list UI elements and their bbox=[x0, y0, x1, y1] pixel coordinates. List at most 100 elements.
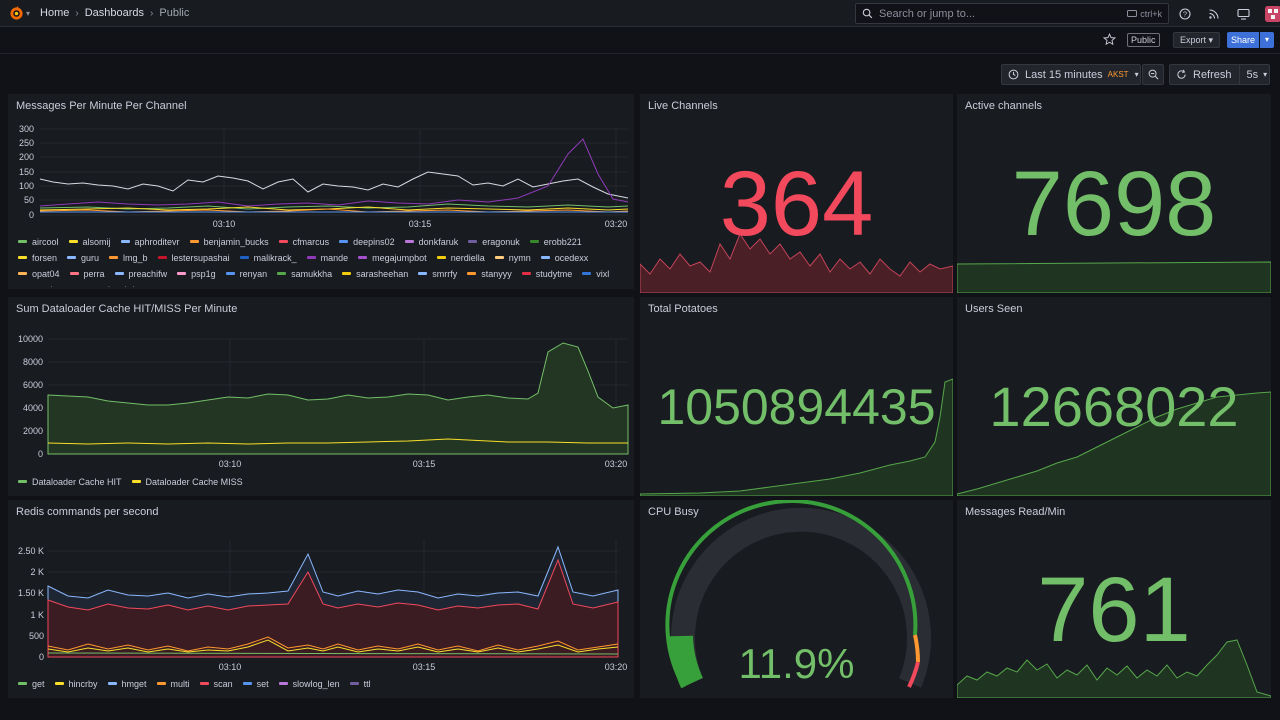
legend-item[interactable]: cfmarcus bbox=[278, 235, 329, 248]
legend-swatch bbox=[225, 272, 235, 275]
grafana-logo-icon[interactable] bbox=[8, 5, 24, 21]
legend-swatch bbox=[529, 240, 539, 243]
messages-read-panel[interactable]: Messages Read/Min 761 bbox=[957, 500, 1271, 698]
users-seen-sparkline bbox=[957, 391, 1271, 496]
total-potatoes-sparkline bbox=[640, 378, 953, 496]
chevron-down-icon[interactable]: ▾ bbox=[26, 8, 31, 18]
messages-per-minute-panel[interactable]: Messages Per Minute Per Channel 300 250 … bbox=[8, 94, 634, 289]
legend-label: vulpeshd bbox=[99, 285, 135, 288]
y-tick-label: 0 bbox=[39, 652, 44, 662]
legend-swatch bbox=[157, 256, 167, 259]
legend-label: Dataloader Cache MISS bbox=[145, 476, 243, 487]
legend-label: perra bbox=[83, 268, 105, 279]
legend-item[interactable]: multi bbox=[156, 677, 190, 690]
legend-item[interactable]: hmget bbox=[107, 677, 147, 690]
legend-item[interactable]: lestersupashai bbox=[157, 251, 230, 264]
legend-item[interactable]: sarasheehan bbox=[342, 267, 408, 280]
y-tick-label: 10000 bbox=[18, 334, 43, 344]
search-input[interactable]: Search or jump to... ctrl+k bbox=[855, 3, 1169, 24]
refresh-button[interactable]: Refresh 5s ▾ bbox=[1169, 64, 1270, 85]
live-channels-panel[interactable]: Live Channels 364 bbox=[640, 94, 953, 293]
legend-swatch bbox=[156, 682, 166, 685]
panel-title: Total Potatoes bbox=[648, 303, 718, 315]
y-axis: 300 250 200 150 100 50 0 bbox=[19, 124, 34, 220]
public-badge: Public bbox=[1127, 33, 1160, 47]
legend-swatch bbox=[18, 682, 27, 685]
dataloader-cache-panel[interactable]: Sum Dataloader Cache HIT/MISS Per Minute… bbox=[8, 297, 634, 496]
zoom-out-icon bbox=[1148, 69, 1158, 80]
legend-item[interactable]: hincrby bbox=[54, 677, 98, 690]
rss-feed-icon[interactable] bbox=[1207, 7, 1221, 21]
legend-swatch bbox=[494, 256, 504, 259]
cpu-busy-panel[interactable]: CPU Busy 11.9% bbox=[640, 500, 953, 698]
breadcrumb-dashboards[interactable]: Dashboards bbox=[84, 7, 145, 19]
total-potatoes-value: 1050894435 bbox=[657, 379, 936, 435]
total-potatoes-panel[interactable]: Total Potatoes 1050894435 bbox=[640, 297, 953, 496]
legend-item[interactable]: stanyyy bbox=[467, 267, 512, 280]
legend-item[interactable]: donkfaruk bbox=[404, 235, 459, 248]
legend-item[interactable]: renyan bbox=[225, 267, 267, 280]
legend-item[interactable]: benjamin_bucks bbox=[189, 235, 269, 248]
legend-item[interactable]: eragonuk bbox=[468, 235, 520, 248]
cache-hit-area bbox=[47, 342, 629, 455]
legend-item[interactable]: forsen bbox=[18, 251, 57, 264]
time-range-picker[interactable]: Last 15 minutes AKST ▾ bbox=[1001, 64, 1141, 85]
export-button[interactable]: Export ▾ bbox=[1173, 32, 1221, 48]
legend-item[interactable]: vsevkusno bbox=[18, 283, 75, 288]
legend-item[interactable]: alsomij bbox=[68, 235, 111, 248]
legend-item[interactable]: mande bbox=[306, 251, 348, 264]
legend-item[interactable]: slowlog_len bbox=[278, 677, 340, 690]
legend-item[interactable]: Dataloader Cache HIT bbox=[18, 475, 122, 488]
legend-label: donkfaruk bbox=[418, 236, 459, 247]
legend-item[interactable]: Dataloader Cache MISS bbox=[131, 475, 243, 488]
legend-item[interactable]: aircool bbox=[18, 235, 59, 248]
legend-item[interactable]: vulpeshd bbox=[85, 283, 135, 288]
legend-swatch bbox=[199, 682, 209, 685]
star-icon[interactable] bbox=[1103, 33, 1116, 46]
legend-label: lestersupashai bbox=[171, 252, 230, 263]
legend-item[interactable]: set bbox=[242, 677, 269, 690]
legend-item[interactable]: deepins02 bbox=[339, 235, 395, 248]
legend-item[interactable]: guru bbox=[67, 251, 99, 264]
help-icon[interactable]: ? bbox=[1178, 7, 1192, 21]
monitor-icon[interactable] bbox=[1236, 7, 1250, 21]
legend-item[interactable]: ttl bbox=[349, 677, 371, 690]
breadcrumb-home[interactable]: Home bbox=[40, 7, 70, 19]
redis-commands-chart: 2.50 K 2 K 1.50 K 1 K 500 0 03:10 03:15 … bbox=[18, 540, 627, 672]
y-tick-label: 2000 bbox=[23, 426, 43, 436]
redis-commands-panel[interactable]: Redis commands per second 2.50 K 2 K 1.5… bbox=[8, 500, 634, 698]
legend-item[interactable]: malikrack_ bbox=[239, 251, 297, 264]
legend-item[interactable]: smrrfy bbox=[418, 267, 457, 280]
legend-label: studytme bbox=[535, 268, 573, 279]
legend-item[interactable]: scan bbox=[199, 677, 233, 690]
legend-label: eragonuk bbox=[482, 236, 520, 247]
active-channels-panel[interactable]: Active channels 7698 bbox=[957, 94, 1271, 293]
legend-item[interactable]: megajumpbot bbox=[358, 251, 427, 264]
legend-item[interactable]: erobb221 bbox=[529, 235, 582, 248]
refresh-interval[interactable]: 5s bbox=[1246, 68, 1259, 81]
legend-item[interactable]: psp1g bbox=[177, 267, 216, 280]
legend-item[interactable]: opat04 bbox=[18, 267, 60, 280]
legend-item[interactable]: nerdiella bbox=[436, 251, 485, 264]
legend-swatch bbox=[131, 480, 141, 483]
legend-item[interactable]: lmg_b bbox=[109, 251, 148, 264]
multi-line bbox=[47, 636, 619, 652]
legend-item[interactable]: samukkha bbox=[277, 267, 332, 280]
legend-item[interactable]: get bbox=[18, 677, 45, 690]
users-seen-panel[interactable]: Users Seen 12668022 bbox=[957, 297, 1271, 496]
legend-item[interactable]: ocedexx bbox=[540, 251, 588, 264]
legend-label: aircool bbox=[32, 236, 59, 247]
panel-title: Messages Read/Min bbox=[965, 506, 1066, 518]
share-button[interactable]: Share bbox=[1227, 32, 1259, 48]
x-tick-label: 03:10 bbox=[213, 219, 236, 229]
legend-label: opat04 bbox=[32, 268, 60, 279]
legend-item[interactable]: preachifw bbox=[114, 267, 167, 280]
legend-item[interactable]: studytme bbox=[521, 267, 573, 280]
zoom-out-button[interactable] bbox=[1142, 64, 1164, 85]
legend-item[interactable]: aphroditevr bbox=[120, 235, 180, 248]
legend-item[interactable]: nymn bbox=[494, 251, 531, 264]
legend-item[interactable]: vixl bbox=[582, 267, 609, 280]
avatar[interactable] bbox=[1265, 6, 1280, 22]
legend-item[interactable]: perra bbox=[69, 267, 105, 280]
share-options-button[interactable]: ▾ bbox=[1260, 32, 1274, 48]
